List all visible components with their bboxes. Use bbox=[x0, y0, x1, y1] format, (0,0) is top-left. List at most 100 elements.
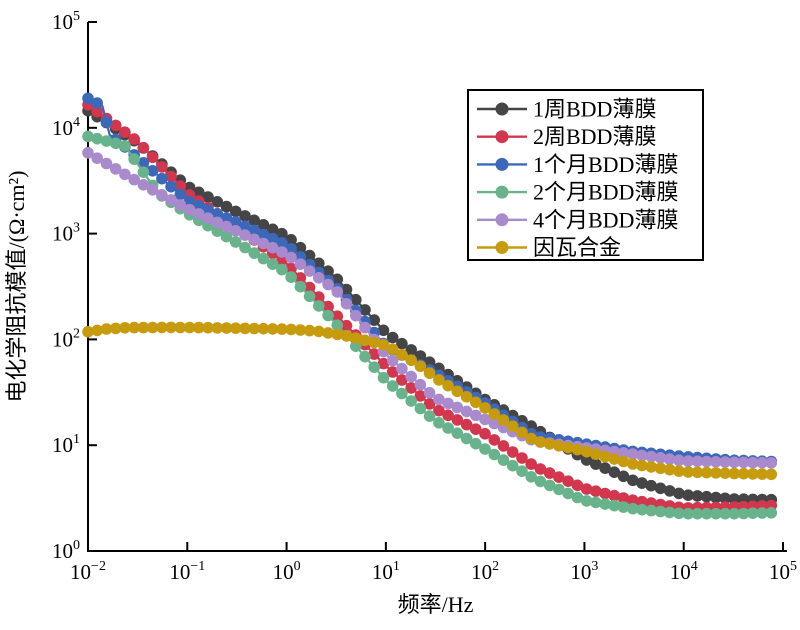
data-point bbox=[350, 309, 362, 322]
data-point bbox=[82, 147, 94, 159]
data-point bbox=[294, 280, 307, 293]
y-tick-label: 101 bbox=[52, 432, 80, 457]
y-tick-label: 102 bbox=[52, 326, 80, 351]
data-point bbox=[460, 432, 473, 445]
legend-marker-dot bbox=[495, 130, 509, 144]
legend-box bbox=[467, 89, 704, 261]
data-point bbox=[193, 208, 205, 220]
data-point bbox=[423, 398, 436, 410]
data-point bbox=[433, 404, 445, 417]
data-point bbox=[433, 374, 445, 386]
data-point bbox=[377, 338, 390, 351]
data-point bbox=[322, 309, 334, 322]
data-point bbox=[442, 409, 454, 422]
legend-label: 1周BDD薄膜 bbox=[533, 97, 656, 122]
data-point bbox=[396, 348, 408, 361]
legend-label: 2周BDD薄膜 bbox=[533, 124, 656, 149]
x-tick-label: 10−1 bbox=[169, 559, 205, 584]
data-point bbox=[248, 247, 260, 259]
data-point bbox=[303, 290, 316, 303]
data-point bbox=[100, 157, 113, 170]
data-point bbox=[229, 225, 242, 237]
data-point bbox=[229, 236, 242, 248]
data-point bbox=[451, 414, 464, 426]
data-point bbox=[266, 258, 279, 270]
data-point bbox=[479, 428, 491, 440]
x-axis-ticks: 10−2 10−1 100 101 102 103 104 105 bbox=[70, 542, 797, 584]
data-point bbox=[451, 385, 464, 398]
data-point bbox=[359, 350, 371, 363]
data-point bbox=[156, 189, 168, 201]
data-point bbox=[470, 396, 482, 409]
x-tick-label: 101 bbox=[372, 559, 400, 584]
data-point bbox=[146, 184, 159, 196]
data-point bbox=[100, 116, 113, 128]
legend-marker-dot bbox=[495, 102, 509, 116]
data-point bbox=[442, 422, 454, 434]
legend-item: 1个月BDD薄膜 bbox=[477, 152, 678, 177]
data-point bbox=[497, 440, 510, 452]
data-point bbox=[396, 362, 408, 375]
data-point bbox=[423, 410, 436, 422]
data-point bbox=[470, 437, 482, 450]
data-point bbox=[488, 448, 501, 461]
data-point bbox=[423, 367, 436, 379]
x-tick-label: 102 bbox=[471, 559, 499, 584]
x-tick-label: 10−2 bbox=[70, 559, 106, 584]
data-point bbox=[137, 141, 150, 154]
data-point bbox=[257, 252, 270, 265]
data-point bbox=[128, 153, 140, 165]
data-point bbox=[534, 436, 547, 448]
data-point bbox=[765, 507, 778, 519]
data-point bbox=[285, 271, 297, 283]
legend-marker-dot bbox=[495, 213, 509, 227]
data-point bbox=[488, 434, 501, 446]
legend-label: 4个月BDD薄膜 bbox=[533, 207, 678, 232]
data-point bbox=[313, 272, 325, 284]
data-point bbox=[617, 501, 630, 513]
data-point bbox=[423, 387, 436, 399]
data-point bbox=[506, 446, 519, 458]
x-tick-label: 105 bbox=[769, 559, 797, 584]
data-point bbox=[109, 163, 122, 175]
data-point bbox=[266, 241, 279, 254]
data-point bbox=[119, 168, 131, 181]
data-point bbox=[460, 391, 473, 403]
data-point bbox=[433, 417, 445, 429]
data-point bbox=[497, 414, 510, 426]
legend-marker-dot bbox=[495, 185, 509, 199]
data-point bbox=[91, 97, 103, 109]
data-point bbox=[506, 459, 519, 472]
legend-item: 因瓦合金 bbox=[477, 235, 621, 260]
legend-marker-dot bbox=[495, 157, 509, 171]
data-point bbox=[497, 454, 510, 466]
data-point bbox=[137, 166, 150, 178]
data-point bbox=[386, 354, 399, 367]
data-point bbox=[156, 172, 168, 185]
data-point bbox=[128, 133, 140, 145]
data-point bbox=[239, 241, 251, 254]
data-point bbox=[386, 343, 399, 356]
data-point bbox=[331, 286, 344, 298]
data-point bbox=[386, 380, 399, 392]
data-point bbox=[313, 300, 325, 312]
data-point bbox=[137, 179, 150, 191]
y-tick-label: 103 bbox=[52, 221, 80, 246]
data-point bbox=[359, 321, 371, 334]
data-point bbox=[765, 468, 778, 481]
data-point bbox=[590, 496, 602, 509]
data-point bbox=[396, 387, 408, 400]
legend-item: 4个月BDD薄膜 bbox=[477, 207, 678, 232]
data-point bbox=[294, 258, 307, 271]
data-point bbox=[525, 471, 538, 483]
data-point bbox=[119, 140, 131, 152]
data-point bbox=[525, 458, 538, 470]
data-point bbox=[562, 441, 574, 454]
data-point bbox=[673, 487, 685, 500]
legend-item: 1周BDD薄膜 bbox=[477, 97, 656, 122]
data-point bbox=[119, 126, 131, 138]
data-point bbox=[506, 420, 519, 433]
data-point bbox=[414, 378, 427, 391]
